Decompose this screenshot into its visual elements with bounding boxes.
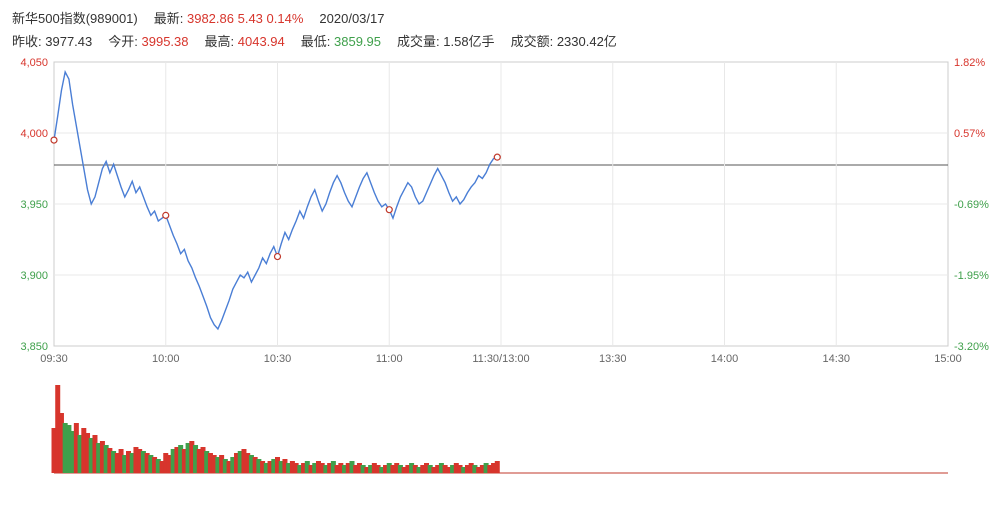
header-row-2: 昨收: 3977.43 今开: 3995.38 最高: 4043.94 最低: … [12,31,996,50]
svg-text:15:00: 15:00 [934,353,962,364]
amount-value: 2330.42亿 [557,34,617,49]
open-label: 今开: [108,34,138,49]
latest-label: 最新: [154,11,184,26]
open-value: 3995.38 [142,34,189,49]
svg-text:3,850: 3,850 [20,341,48,353]
change-value: 5.43 [238,11,263,26]
latest-value: 3982.86 [187,11,234,26]
prev-close-value: 3977.43 [45,34,92,49]
svg-text:4,050: 4,050 [20,57,48,69]
date-value: 2020/03/17 [319,11,384,26]
svg-text:11:30/13:00: 11:30/13:00 [472,353,529,364]
svg-text:11:00: 11:00 [376,353,403,364]
svg-text:1.82%: 1.82% [954,57,985,69]
price-chart: 4,050 4,000 3,950 3,900 3,850 1.82% 0.57% -0.69… [12,54,996,364]
svg-text:10:00: 10:00 [152,353,180,364]
svg-text:3,900: 3,900 [20,270,48,282]
low-label: 最低: [301,34,331,49]
svg-text:4,000: 4,000 [20,128,48,140]
amount-label: 成交额: [511,34,554,49]
svg-text:13:30: 13:30 [599,353,627,364]
svg-text:0.57%: 0.57% [954,128,985,140]
svg-text:-3.20%: -3.20% [954,341,989,353]
svg-text:10:30: 10:30 [264,353,292,364]
prev-close-label: 昨收: [12,34,42,49]
index-title: 新华500指数(989001) [12,8,138,27]
svg-text:-1.95%: -1.95% [954,270,989,282]
high-value: 4043.94 [238,34,285,49]
header-row-1: 新华500指数(989001) 最新: 3982.86 5.43 0.14% 2… [12,8,996,27]
volume-chart [12,384,996,474]
svg-text:14:30: 14:30 [822,353,850,364]
volume-value: 1.58亿手 [443,34,494,49]
change-pct: 0.14% [267,11,304,26]
svg-text:14:00: 14:00 [711,353,739,364]
low-value: 3859.95 [334,34,381,49]
svg-text:3,950: 3,950 [20,199,48,211]
volume-label: 成交量: [397,34,440,49]
high-label: 最高: [205,34,235,49]
svg-text:-0.69%: -0.69% [954,199,989,211]
svg-text:09:30: 09:30 [40,353,68,364]
